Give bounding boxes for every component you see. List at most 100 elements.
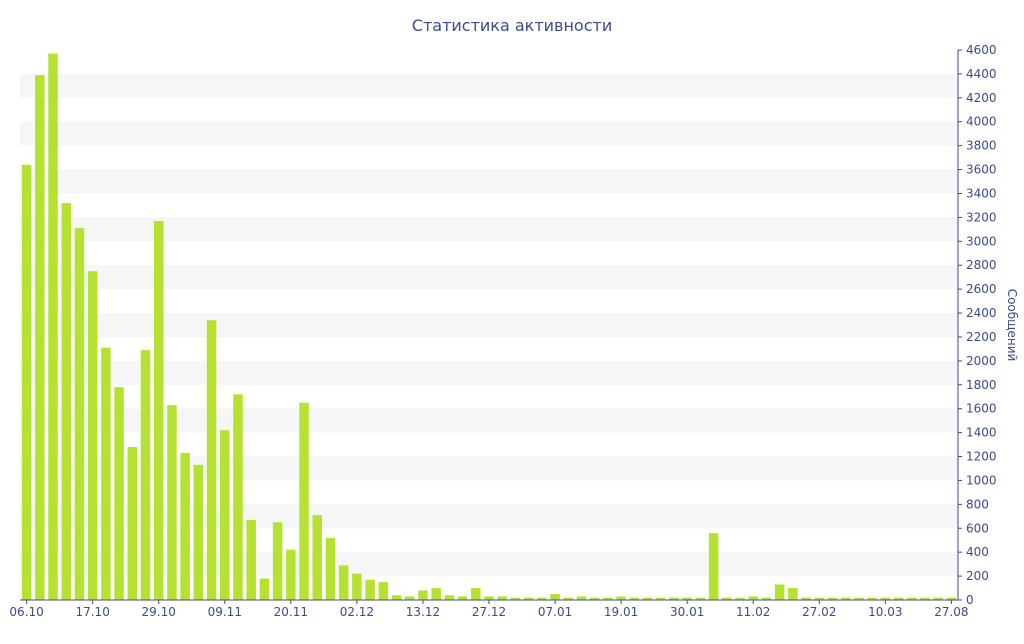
bar[interactable] (35, 75, 45, 601)
bar[interactable] (153, 220, 164, 601)
bar[interactable] (563, 597, 574, 600)
bar[interactable] (669, 597, 679, 600)
bar[interactable] (391, 595, 402, 600)
bar[interactable] (444, 595, 455, 600)
bar[interactable] (74, 228, 85, 600)
x-tick-label: 29.10 (142, 605, 176, 619)
bar[interactable] (748, 596, 758, 600)
bar[interactable] (497, 596, 507, 600)
bar[interactable] (589, 597, 600, 600)
bar[interactable] (259, 578, 270, 600)
bar[interactable] (655, 597, 666, 600)
bar[interactable] (708, 533, 719, 600)
bar[interactable] (233, 394, 243, 600)
y-tick-label: 3000 (966, 234, 997, 248)
bar[interactable] (193, 464, 204, 600)
bar[interactable] (616, 596, 626, 600)
x-tick-label: 02.12 (340, 605, 374, 619)
grid-band (20, 169, 958, 194)
bar[interactable] (378, 582, 389, 600)
bar[interactable] (933, 597, 943, 600)
grid-band (20, 73, 958, 98)
bar[interactable] (206, 320, 217, 600)
grid-band (20, 121, 958, 146)
y-axis-ticks: 0 200 400 600 800 1000 1200 1400 1600 1800 2000 220… (958, 43, 997, 607)
bar[interactable] (312, 515, 323, 600)
bar[interactable] (365, 579, 375, 600)
bar[interactable] (101, 347, 111, 600)
y-tick-label: 1800 (966, 378, 997, 392)
bar[interactable] (576, 596, 587, 600)
bar[interactable] (603, 597, 613, 600)
bar[interactable] (431, 588, 441, 600)
bar[interactable] (801, 597, 811, 600)
bar[interactable] (722, 597, 732, 600)
bar[interactable] (788, 588, 798, 600)
bar[interactable] (21, 164, 32, 600)
bar[interactable] (246, 519, 256, 600)
bar[interactable] (404, 596, 415, 600)
y-tick-label: 800 (966, 497, 989, 511)
y-tick-label: 2000 (966, 354, 997, 368)
bar[interactable] (523, 597, 534, 600)
bar[interactable] (457, 596, 468, 600)
bar[interactable] (840, 597, 851, 600)
bar[interactable] (220, 430, 230, 600)
bar[interactable] (920, 597, 930, 600)
y-tick-label: 0 (966, 593, 974, 607)
bar[interactable] (180, 452, 190, 600)
bar[interactable] (774, 584, 785, 600)
bar[interactable] (140, 350, 151, 600)
bar[interactable] (946, 597, 957, 600)
x-axis-ticks: 06.10 17.10 29.10 09.11 20.11 02.12 13.12 27.12… (9, 600, 969, 619)
y-tick-label: 3600 (966, 163, 997, 177)
bar[interactable] (735, 597, 745, 600)
bar[interactable] (880, 597, 891, 600)
bar[interactable] (629, 597, 640, 600)
bar[interactable] (893, 597, 904, 600)
bar[interactable] (352, 573, 362, 600)
grid-bands (20, 73, 958, 577)
y-tick-label: 3400 (966, 186, 997, 200)
x-tick-label: 09.11 (208, 605, 242, 619)
y-tick-label: 2800 (966, 258, 997, 272)
y-tick-label: 1200 (966, 450, 997, 464)
bar[interactable] (695, 597, 706, 600)
y-tick-label: 1600 (966, 402, 997, 416)
y-tick-label: 4400 (966, 67, 997, 81)
bar[interactable] (814, 597, 825, 600)
bar[interactable] (114, 387, 124, 600)
chart-title: Статистика активности (412, 16, 612, 35)
bar[interactable] (418, 590, 428, 600)
bar[interactable] (761, 597, 772, 600)
bar[interactable] (854, 597, 864, 600)
bar[interactable] (87, 271, 98, 600)
bar[interactable] (550, 594, 560, 600)
bar[interactable] (484, 596, 494, 600)
y-tick-label: 3200 (966, 210, 997, 224)
bar[interactable] (167, 405, 177, 600)
bar[interactable] (682, 597, 692, 600)
y-tick-label: 4200 (966, 91, 997, 105)
bar[interactable] (471, 588, 481, 600)
bar[interactable] (867, 597, 877, 600)
x-tick-label: 20.11 (274, 605, 308, 619)
bar[interactable] (272, 522, 283, 600)
bar[interactable] (537, 597, 547, 600)
bar[interactable] (48, 53, 58, 600)
bar[interactable] (299, 402, 309, 600)
bar[interactable] (127, 446, 138, 600)
bar[interactable] (642, 597, 653, 600)
bar[interactable] (907, 597, 917, 600)
bar[interactable] (338, 565, 349, 600)
x-tick-label: 10.03 (868, 605, 902, 619)
x-tick-label: 30.01 (670, 605, 704, 619)
y-tick-label: 200 (966, 569, 989, 583)
bar[interactable] (325, 537, 336, 600)
bar[interactable] (286, 549, 296, 600)
bar[interactable] (510, 597, 521, 600)
bar[interactable] (827, 597, 838, 600)
bar[interactable] (61, 203, 71, 601)
